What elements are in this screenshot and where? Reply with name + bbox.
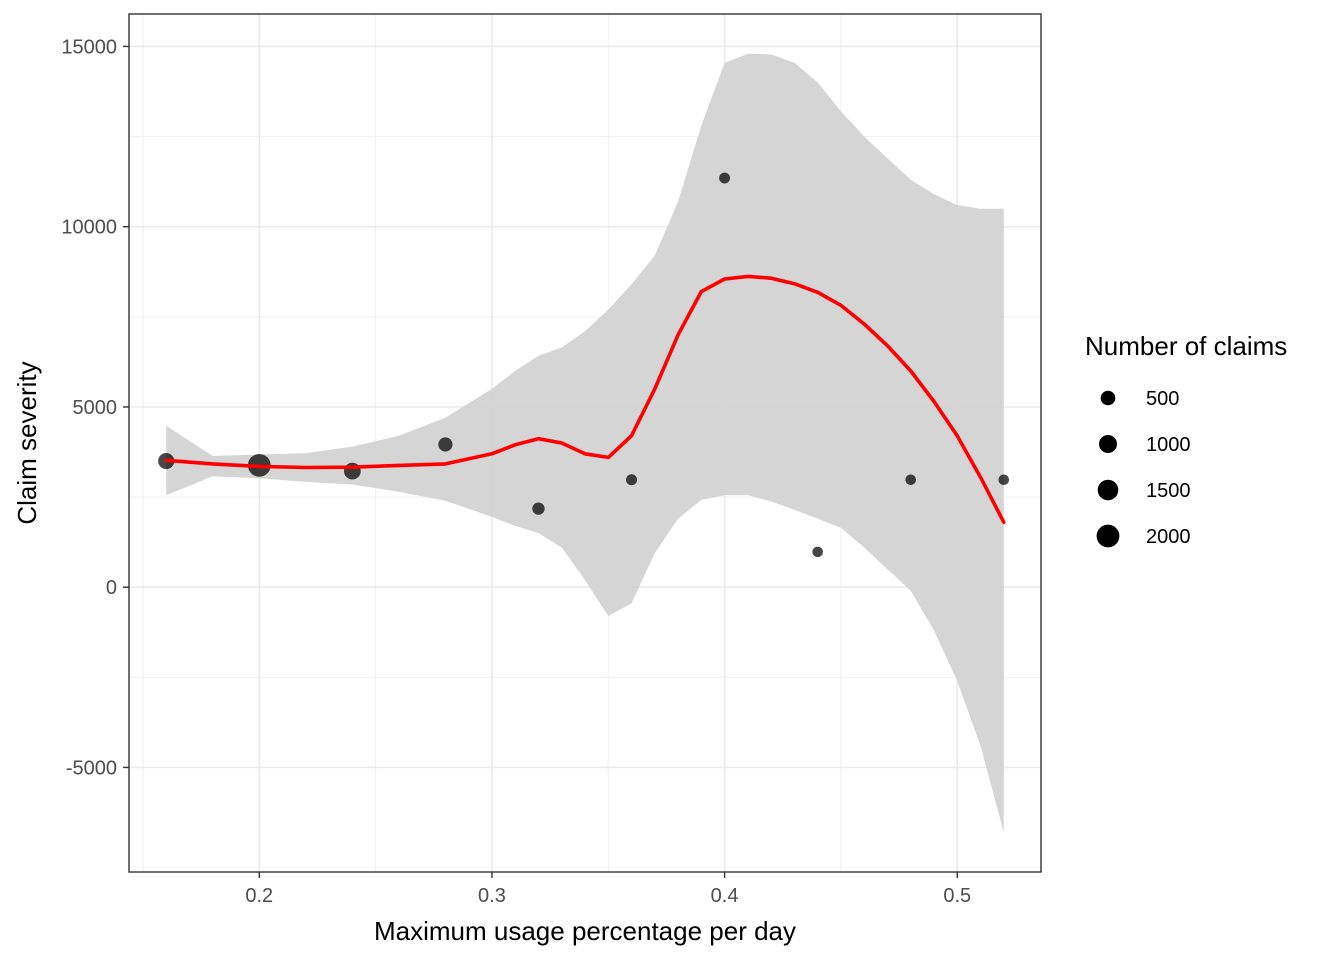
legend: Number of claims 500 1000 1500 2000: [1085, 331, 1287, 548]
legend-key: [1097, 479, 1119, 501]
panel-border: [128, 13, 1042, 873]
data-point: [905, 474, 917, 486]
x-tick-label: 0.3: [478, 885, 506, 907]
data-point: [438, 437, 453, 452]
x-tick-label: 0.2: [245, 885, 273, 907]
legend-title: Number of claims: [1085, 331, 1287, 361]
y-tick-label: -5000: [66, 757, 117, 779]
legend-label: 1500: [1146, 480, 1191, 502]
legend-key: [1096, 524, 1120, 548]
legend-label: 2000: [1146, 526, 1191, 548]
data-point: [812, 546, 823, 558]
data-point: [998, 474, 1010, 486]
x-tick-label: 0.4: [711, 885, 739, 907]
confidence-band: [166, 53, 1004, 833]
x-tick-label: 0.5: [943, 885, 971, 907]
smooth-line: [164, 274, 1006, 525]
legend-key: [1099, 435, 1117, 453]
data-point: [626, 474, 638, 486]
data-point: [532, 502, 545, 515]
legend-label: 500: [1146, 388, 1179, 410]
confidence-band-layer: [166, 53, 1004, 833]
x-axis-title: Maximum usage percentage per day: [374, 916, 796, 946]
legend-key: [1100, 390, 1116, 406]
smooth-line-layer: [164, 274, 1006, 525]
legend-label: 1000: [1146, 434, 1191, 456]
y-axis-title: Claim severity: [12, 361, 42, 524]
y-tick-label: 15000: [61, 36, 117, 58]
axis-layer: 0.2 0.3 0.4 0.5 -5000 0 5000 10000 15000: [61, 36, 971, 907]
y-tick-label: 10000: [61, 217, 117, 239]
y-tick-label: 5000: [73, 397, 118, 419]
y-tick-label: 0: [106, 577, 117, 599]
data-point: [719, 172, 731, 184]
